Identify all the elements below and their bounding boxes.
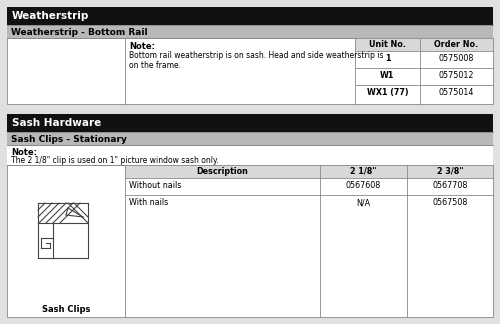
Bar <box>7 38 493 104</box>
Text: Order No.: Order No. <box>434 40 478 49</box>
Bar <box>7 145 493 165</box>
Text: 2 1/8": 2 1/8" <box>350 167 376 176</box>
Bar <box>125 165 493 178</box>
Text: Bottom rail weatherstrip is on sash. Head and side weatherstrip is
on the frame.: Bottom rail weatherstrip is on sash. Hea… <box>129 51 384 70</box>
Text: The 2 1/8" clip is used on 1" picture window sash only.: The 2 1/8" clip is used on 1" picture wi… <box>11 156 219 165</box>
Text: Note:: Note: <box>129 42 155 51</box>
Text: W1: W1 <box>380 71 394 80</box>
Text: WX1 (77): WX1 (77) <box>366 88 408 97</box>
Text: Sash Hardware: Sash Hardware <box>12 118 101 128</box>
Text: 1: 1 <box>384 54 390 63</box>
Bar <box>7 165 493 317</box>
Text: Sash Clips - Stationary: Sash Clips - Stationary <box>11 135 127 144</box>
Text: 0575008: 0575008 <box>438 54 474 63</box>
Text: 0575014: 0575014 <box>438 88 474 97</box>
Text: 0575012: 0575012 <box>438 71 474 80</box>
Text: Sash Clips: Sash Clips <box>42 305 90 314</box>
Text: Without nails: Without nails <box>129 181 182 190</box>
Bar <box>7 132 493 145</box>
Bar <box>7 7 493 25</box>
Text: Note:: Note: <box>11 148 37 157</box>
Text: 0567508: 0567508 <box>432 198 468 207</box>
Text: Description: Description <box>196 167 248 176</box>
Text: Weatherstrip: Weatherstrip <box>12 11 90 21</box>
Bar <box>7 114 493 132</box>
Bar <box>355 38 493 51</box>
Text: With nails: With nails <box>129 198 168 207</box>
Bar <box>7 25 493 38</box>
Text: N/A: N/A <box>356 198 370 207</box>
Text: 2 3/8": 2 3/8" <box>436 167 463 176</box>
Text: Unit No.: Unit No. <box>369 40 406 49</box>
Text: 0567708: 0567708 <box>432 181 468 190</box>
Text: Weatherstrip - Bottom Rail: Weatherstrip - Bottom Rail <box>11 28 147 37</box>
Text: 0567608: 0567608 <box>346 181 381 190</box>
